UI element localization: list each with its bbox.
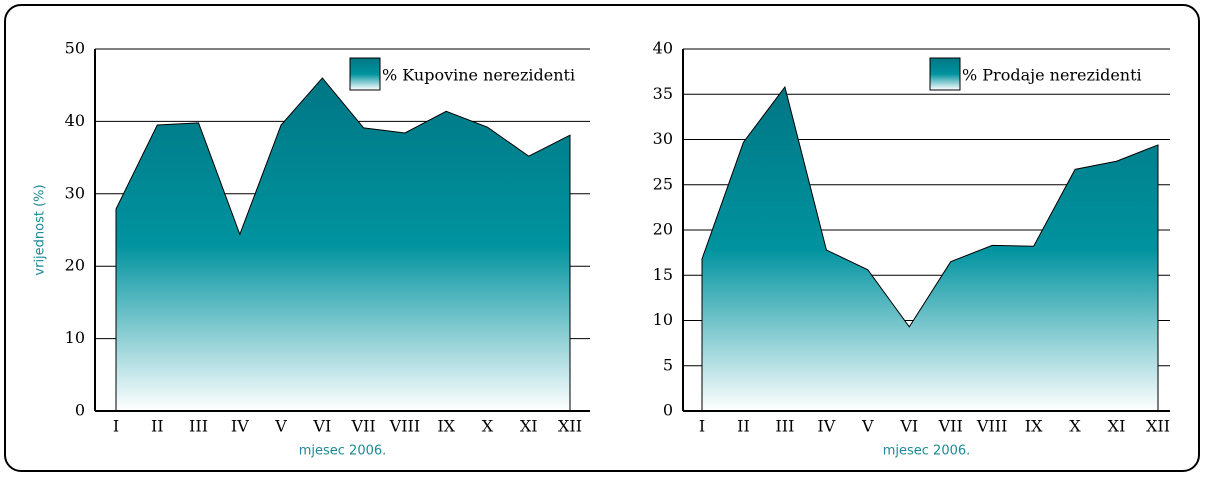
area (701, 85, 1159, 412)
x-tick-label: XII (1146, 417, 1170, 436)
y-tick-label: 30 (65, 183, 85, 202)
x-tick-label: II (737, 417, 750, 436)
y-tick-label: 20 (653, 220, 673, 239)
x-axis-label: mjesec 2006. (299, 444, 387, 459)
y-tick-label: 0 (663, 401, 673, 420)
legend-label: % Kupovine nerezidenti (382, 66, 575, 85)
x-tick-label: VII (938, 417, 963, 436)
y-tick-label: 0 (75, 401, 85, 420)
x-tick-label: V (274, 417, 287, 436)
x-tick-label: XI (1108, 417, 1126, 436)
x-tick-label: X (1069, 417, 1081, 436)
y-tick-label: 5 (663, 355, 673, 374)
x-tick-label: IV (231, 417, 249, 436)
y-tick-label: 20 (65, 256, 85, 275)
x-tick-label: IX (437, 417, 455, 436)
x-tick-label: V (861, 417, 874, 436)
x-tick-label: VIII (976, 417, 1008, 436)
x-tick-label: VII (351, 417, 376, 436)
x-tick-label: IV (817, 417, 835, 436)
x-tick-label: XI (520, 417, 538, 436)
y-tick-label: 15 (653, 265, 673, 284)
y-tick-label: 10 (65, 328, 85, 347)
x-tick-label: I (699, 417, 705, 436)
x-tick-label: VI (312, 417, 331, 436)
x-tick-label: VIII (389, 417, 421, 436)
legend-swatch (349, 57, 381, 91)
x-tick-label: III (189, 417, 208, 436)
y-tick-label: 40 (65, 111, 85, 130)
x-tick-label: VI (899, 417, 918, 436)
legend-label: % Prodaje nerezidenti (962, 66, 1142, 85)
x-tick-label: III (775, 417, 794, 436)
legend-swatch (929, 57, 961, 91)
x-tick-label: XII (558, 417, 582, 436)
x-axis-label: mjesec 2006. (883, 444, 971, 459)
y-axis-label: vrijednost (%) (33, 184, 48, 275)
y-tick-label: 30 (653, 129, 673, 148)
y-tick-label: 40 (653, 39, 673, 58)
x-tick-label: II (151, 417, 164, 436)
y-tick-label: 50 (65, 39, 85, 58)
x-tick-label: I (113, 417, 119, 436)
area (115, 77, 571, 412)
x-tick-label: X (482, 417, 494, 436)
x-tick-label: IX (1025, 417, 1043, 436)
y-tick-label: 10 (653, 310, 673, 329)
y-tick-label: 25 (653, 174, 673, 193)
y-tick-label: 35 (653, 84, 673, 103)
